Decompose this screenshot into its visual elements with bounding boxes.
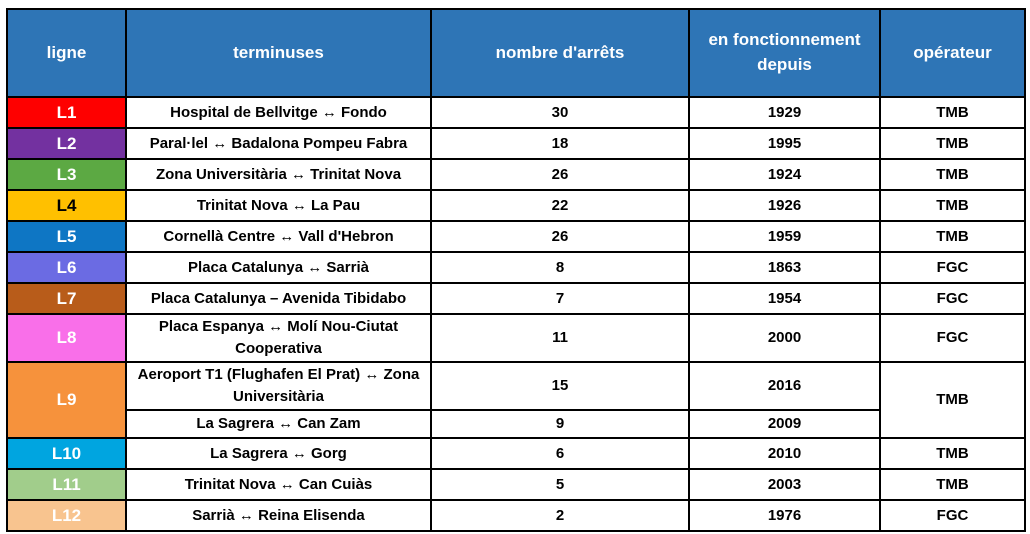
since-cell: 1959 [688, 220, 881, 253]
operator-cell-l9: TMB [879, 361, 1026, 439]
since-cell: 2009 [688, 409, 881, 439]
stops-cell: 26 [430, 158, 690, 191]
since-cell: 2000 [688, 313, 881, 363]
line-badge-l4: L4 [6, 189, 127, 222]
terminuses-cell: Trinitat Nova ↔ Can Cuiàs [125, 468, 432, 501]
terminuses-cell: Placa Catalunya – Avenida Tibidabo [125, 282, 432, 315]
operator-cell: TMB [879, 158, 1026, 191]
line-badge-l8: L8 [6, 313, 127, 363]
table-row-l3: L3 Zona Universitària ↔ Trinitat Nova 26… [6, 158, 1026, 191]
table-row-l5: L5 Cornellà Centre ↔ Vall d'Hebron 26 19… [6, 220, 1026, 253]
stops-cell: 9 [430, 409, 690, 439]
since-cell: 2010 [688, 437, 881, 470]
table-row-l12: L12 Sarrià ↔ Reina Elisenda 2 1976 FGC [6, 499, 1026, 532]
line-badge-l2: L2 [6, 127, 127, 160]
operator-cell: TMB [879, 468, 1026, 501]
column-header-terminuses: terminuses [125, 8, 432, 98]
stops-cell: 11 [430, 313, 690, 363]
table-header: ligne terminuses nombre d'arrêts en fonc… [6, 8, 1026, 98]
since-cell: 2003 [688, 468, 881, 501]
stops-cell: 26 [430, 220, 690, 253]
terminuses-cell: La Sagrera ↔ Can Zam [125, 409, 432, 439]
stops-cell: 5 [430, 468, 690, 501]
column-header-en-fonctionnement-depuis: en fonctionnement depuis [688, 8, 881, 98]
table-row-l8: L8 Placa Espanya ↔ Molí Nou-Ciutat Coope… [6, 313, 1026, 363]
operator-cell: FGC [879, 282, 1026, 315]
stops-cell: 8 [430, 251, 690, 284]
line-badge-l12: L12 [6, 499, 127, 532]
operator-cell: FGC [879, 313, 1026, 363]
stops-cell: 15 [430, 361, 690, 411]
column-header-nombre-arrets: nombre d'arrêts [430, 8, 690, 98]
stops-cell: 6 [430, 437, 690, 470]
since-cell: 1926 [688, 189, 881, 222]
line-badge-l9: L9 [6, 361, 127, 439]
operator-cell: TMB [879, 220, 1026, 253]
table-row-l9-branch-1: L9 Aeroport T1 (Flughafen El Prat) ↔ Zon… [6, 361, 1026, 439]
line-badge-l7: L7 [6, 282, 127, 315]
stops-cell: 18 [430, 127, 690, 160]
terminuses-cell: Placa Catalunya ↔ Sarrià [125, 251, 432, 284]
table-row-l2: L2 Paral·lel ↔ Badalona Pompeu Fabra 18 … [6, 127, 1026, 160]
since-cell: 1954 [688, 282, 881, 315]
line-badge-l3: L3 [6, 158, 127, 191]
terminuses-cell: Cornellà Centre ↔ Vall d'Hebron [125, 220, 432, 253]
since-cell: 1995 [688, 127, 881, 160]
terminuses-cell: Aeroport T1 (Flughafen El Prat) ↔ Zona U… [125, 361, 432, 411]
stops-cell: 22 [430, 189, 690, 222]
stops-cell: 2 [430, 499, 690, 532]
operator-cell: TMB [879, 127, 1026, 160]
since-cell: 1976 [688, 499, 881, 532]
since-cell: 2016 [688, 361, 881, 411]
operator-cell: FGC [879, 499, 1026, 532]
operator-cell: TMB [879, 437, 1026, 470]
terminuses-cell: Placa Espanya ↔ Molí Nou-Ciutat Cooperat… [125, 313, 432, 363]
column-header-ligne: ligne [6, 8, 127, 98]
header-row: ligne terminuses nombre d'arrêts en fonc… [6, 8, 1026, 98]
terminuses-cell: Trinitat Nova ↔ La Pau [125, 189, 432, 222]
line-badge-l5: L5 [6, 220, 127, 253]
terminuses-cell: Hospital de Bellvitge ↔ Fondo [125, 96, 432, 129]
table-row-l11: L11 Trinitat Nova ↔ Can Cuiàs 5 2003 TMB [6, 468, 1026, 501]
since-cell: 1924 [688, 158, 881, 191]
table-body: L1 Hospital de Bellvitge ↔ Fondo 30 1929… [6, 96, 1026, 532]
line-badge-l1: L1 [6, 96, 127, 129]
stops-cell: 7 [430, 282, 690, 315]
terminuses-cell: Zona Universitària ↔ Trinitat Nova [125, 158, 432, 191]
terminuses-cell: Sarrià ↔ Reina Elisenda [125, 499, 432, 532]
operator-cell: FGC [879, 251, 1026, 284]
stops-cell: 30 [430, 96, 690, 129]
since-cell: 1863 [688, 251, 881, 284]
terminuses-cell: La Sagrera ↔ Gorg [125, 437, 432, 470]
table-row-l7: L7 Placa Catalunya – Avenida Tibidabo 7 … [6, 282, 1026, 315]
table-row-l10: L10 La Sagrera ↔ Gorg 6 2010 TMB [6, 437, 1026, 470]
operator-cell: TMB [879, 96, 1026, 129]
since-cell: 1929 [688, 96, 881, 129]
metro-lines-table-container: ligne terminuses nombre d'arrêts en fonc… [6, 8, 1026, 532]
metro-lines-table: ligne terminuses nombre d'arrêts en fonc… [6, 8, 1026, 532]
table-row-l1: L1 Hospital de Bellvitge ↔ Fondo 30 1929… [6, 96, 1026, 129]
table-row-l6: L6 Placa Catalunya ↔ Sarrià 8 1863 FGC [6, 251, 1026, 284]
terminuses-cell: Paral·lel ↔ Badalona Pompeu Fabra [125, 127, 432, 160]
line-badge-l6: L6 [6, 251, 127, 284]
line-badge-l11: L11 [6, 468, 127, 501]
column-header-operateur: opérateur [879, 8, 1026, 98]
line-badge-l10: L10 [6, 437, 127, 470]
operator-cell: TMB [879, 189, 1026, 222]
table-row-l4: L4 Trinitat Nova ↔ La Pau 22 1926 TMB [6, 189, 1026, 222]
table-row-l9-branch-2: La Sagrera ↔ Can Zam 9 2009 [7, 409, 1025, 439]
